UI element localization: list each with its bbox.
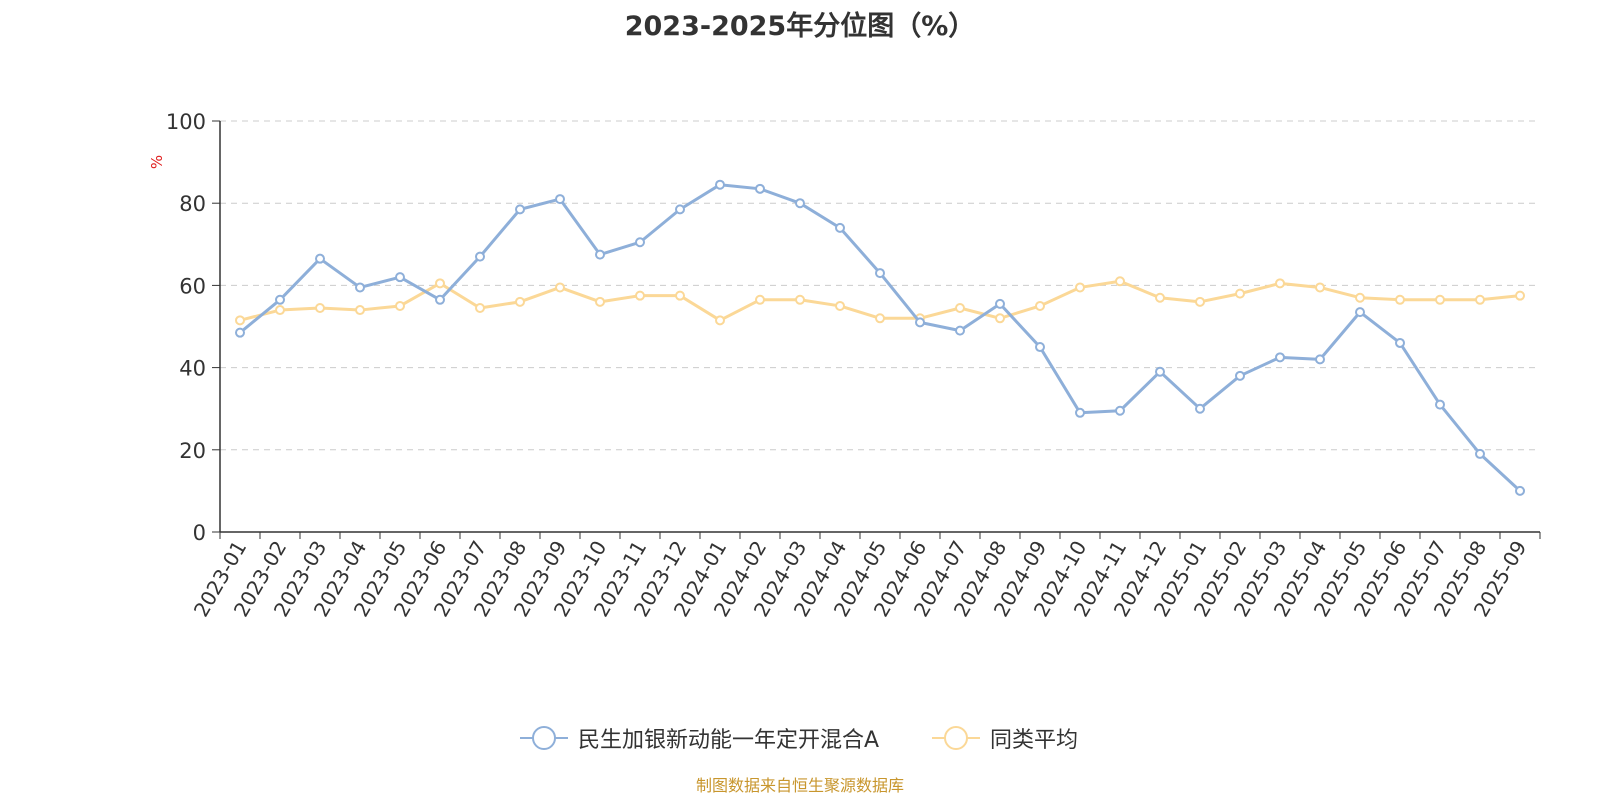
grid-lines [220, 120, 1540, 451]
data-point-fund [795, 198, 805, 209]
data-point-fund [995, 298, 1005, 309]
data-point-average [235, 315, 245, 326]
data-point-fund [355, 282, 365, 293]
data-point-average [715, 315, 725, 326]
y-tick-label: 0 [193, 521, 206, 545]
data-point-fund [1515, 485, 1525, 496]
data-point-fund [1275, 352, 1285, 363]
data-point-average [995, 313, 1005, 324]
series-lines [235, 179, 1525, 496]
data-point-fund [1315, 354, 1325, 365]
data-point-average [355, 305, 365, 316]
data-point-average [275, 305, 285, 316]
data-point-fund [1155, 366, 1165, 377]
y-tick-label: 60 [179, 274, 206, 298]
data-point-fund [1395, 337, 1405, 348]
data-point-average [1115, 276, 1125, 287]
data-point-fund [595, 249, 605, 260]
series-line-fund [239, 183, 1522, 493]
data-point-fund [1115, 405, 1125, 416]
legend-average-marker-icon [932, 726, 980, 750]
data-point-fund [315, 253, 325, 264]
data-point-average [435, 278, 445, 289]
data-point-average [1435, 294, 1445, 305]
data-point-fund [755, 183, 765, 194]
y-tick-label: 100 [166, 110, 206, 134]
data-point-average [1155, 292, 1165, 303]
data-point-fund [1355, 307, 1365, 318]
data-point-average [1395, 294, 1405, 305]
data-point-fund [1435, 399, 1445, 410]
data-point-fund [435, 294, 445, 305]
data-point-fund [715, 179, 725, 190]
data-point-average [1035, 300, 1045, 311]
data-point-average [795, 294, 805, 305]
data-point-average [1475, 294, 1485, 305]
axes: 020406080100%2023-012023-022023-032023-0… [148, 110, 1541, 621]
data-point-average [315, 303, 325, 314]
data-point-fund [1475, 448, 1485, 459]
data-point-average [1075, 282, 1085, 293]
data-point-fund [875, 268, 885, 279]
data-point-average [1315, 282, 1325, 293]
data-point-average [955, 303, 965, 314]
data-point-fund [555, 194, 565, 205]
data-point-average [1195, 296, 1205, 307]
data-point-fund [235, 327, 245, 338]
legend-item-fund[interactable]: 民生加银新动能一年定开混合A [520, 722, 879, 754]
data-point-fund [275, 294, 285, 305]
data-point-fund [635, 237, 645, 248]
data-point-average [395, 300, 405, 311]
data-point-fund [395, 272, 405, 283]
y-axis-label: % [148, 155, 166, 169]
data-point-average [1235, 288, 1245, 299]
legend-fund-label: 民生加银新动能一年定开混合A [578, 728, 880, 753]
data-point-average [835, 300, 845, 311]
y-tick-label: 20 [179, 439, 206, 463]
data-point-fund [915, 317, 925, 328]
data-point-average [515, 296, 525, 307]
data-point-fund [675, 204, 685, 215]
data-point-average [675, 290, 685, 301]
y-tick-label: 40 [179, 357, 206, 381]
data-point-average [1275, 278, 1285, 289]
data-point-average [475, 303, 485, 314]
source-note: 制图数据来自恒生聚源数据库 [695, 776, 904, 795]
data-point-fund [955, 325, 965, 336]
data-point-average [555, 282, 565, 293]
data-point-fund [1075, 407, 1085, 418]
data-point-average [755, 294, 765, 305]
legend-fund-marker-icon [520, 726, 568, 750]
data-point-fund [475, 251, 485, 262]
data-point-average [1355, 292, 1365, 303]
data-point-fund [1195, 403, 1205, 414]
data-point-fund [515, 204, 525, 215]
data-point-fund [835, 222, 845, 233]
data-point-fund [1235, 370, 1245, 381]
data-point-fund [1035, 342, 1045, 353]
legend-average-label: 同类平均 [990, 728, 1079, 753]
y-tick-label: 80 [179, 192, 206, 216]
data-point-average [1515, 290, 1525, 301]
data-point-average [635, 290, 645, 301]
legend-item-average[interactable]: 同类平均 [932, 722, 1078, 754]
data-point-average [595, 296, 605, 307]
chart-title: 2023-2025年分位图（%） [624, 11, 976, 42]
data-point-average [875, 313, 885, 324]
